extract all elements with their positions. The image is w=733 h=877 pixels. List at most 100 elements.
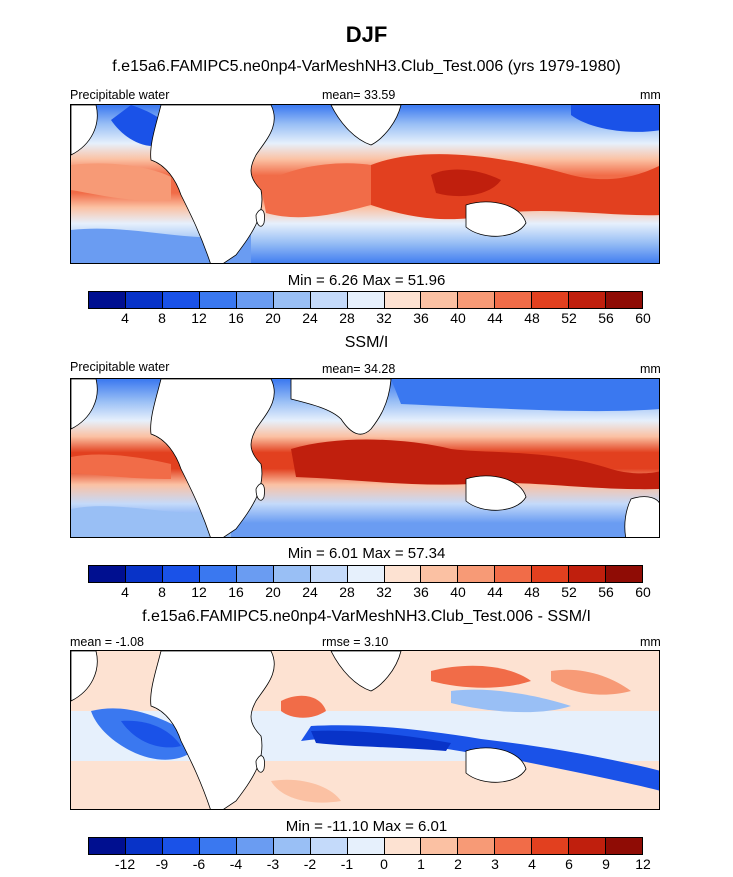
tick-label: 12: [635, 856, 651, 872]
tick-label: 24: [302, 584, 318, 600]
panel1-minmax: Min = 6.26 Max = 51.96: [287, 272, 446, 289]
swatch: [606, 292, 643, 308]
panel2-left-label: Precipitable water: [70, 360, 170, 374]
tick-label: 9: [602, 856, 610, 872]
tick-label: 12: [191, 584, 207, 600]
tick-label: 6: [565, 856, 573, 872]
swatch: [162, 566, 200, 582]
colorbar-3: [88, 837, 643, 855]
tick-label: -6: [192, 856, 206, 872]
swatch: [606, 838, 643, 854]
panel1-right-label: mm: [640, 88, 661, 102]
swatch: [569, 566, 607, 582]
tick-label: 52: [561, 584, 577, 600]
tick-label: -9: [155, 856, 169, 872]
panel1-left-label: Precipitable water: [70, 88, 170, 102]
tick-label: 44: [487, 310, 503, 326]
panel2-map: [70, 378, 660, 538]
panel3-minmax: Min = -11.10 Max = 6.01: [285, 818, 448, 835]
tick-label: 48: [524, 310, 540, 326]
panel3-heading: f.e15a6.FAMIPC5.ne0np4-VarMeshNH3.Club_T…: [142, 608, 591, 625]
panel3-right-label: mm: [640, 635, 661, 649]
panel2-center-label: mean= 34.28: [322, 362, 396, 376]
tick-label: 16: [228, 310, 244, 326]
tick-label: 52: [561, 310, 577, 326]
swatch: [347, 566, 385, 582]
swatch: [458, 838, 496, 854]
tick-label: 60: [635, 584, 651, 600]
tick-label: -1: [340, 856, 354, 872]
swatch: [569, 838, 607, 854]
figure-title: DJF: [345, 22, 388, 47]
swatch: [569, 292, 607, 308]
swatch: [89, 566, 126, 582]
tick-label: 32: [376, 310, 392, 326]
swatch: [384, 292, 422, 308]
colorbar-2-ticks: 4 8 12 16 20 24 28 32 36 40 44 48 52 56 …: [88, 584, 651, 602]
swatch: [532, 838, 570, 854]
tick-label: 2: [454, 856, 462, 872]
panel2-heading: SSM/I: [344, 334, 389, 351]
tick-label: 56: [598, 584, 614, 600]
tick-label: 4: [121, 584, 129, 600]
swatch: [310, 292, 348, 308]
panel1-heading: f.e15a6.FAMIPC5.ne0np4-VarMeshNH3.Club_T…: [112, 58, 621, 75]
swatch: [421, 566, 459, 582]
swatch: [384, 566, 422, 582]
swatch: [384, 838, 422, 854]
swatch: [310, 838, 348, 854]
swatch: [532, 292, 570, 308]
tick-label: 20: [265, 584, 281, 600]
swatch: [347, 838, 385, 854]
swatch: [458, 292, 496, 308]
colorbar-1-ticks: 4 8 12 16 20 24 28 32 36 40 44 48 52 56 …: [88, 310, 651, 328]
swatch: [236, 566, 274, 582]
swatch: [495, 292, 533, 308]
swatch: [458, 566, 496, 582]
panel3-map: [70, 650, 660, 810]
swatch: [310, 566, 348, 582]
swatch: [347, 292, 385, 308]
swatch: [125, 838, 163, 854]
tick-label: 8: [158, 310, 166, 326]
tick-label: 36: [413, 310, 429, 326]
tick-label: 28: [339, 584, 355, 600]
swatch: [236, 292, 274, 308]
panel3-center-label: rmse = 3.10: [322, 635, 389, 649]
panel1-map: [70, 104, 660, 264]
swatch: [273, 566, 311, 582]
tick-label: 4: [121, 310, 129, 326]
swatch: [89, 292, 126, 308]
swatch: [125, 292, 163, 308]
tick-label: 0: [380, 856, 388, 872]
tick-label: 40: [450, 310, 466, 326]
tick-label: 32: [376, 584, 392, 600]
tick-label: 1: [417, 856, 425, 872]
tick-label: 44: [487, 584, 503, 600]
tick-label: 36: [413, 584, 429, 600]
tick-label: 4: [528, 856, 536, 872]
swatch: [273, 838, 311, 854]
tick-label: 20: [265, 310, 281, 326]
panel3-left-label: mean = -1.08: [70, 635, 145, 649]
swatch: [162, 292, 200, 308]
swatch: [162, 838, 200, 854]
tick-label: -3: [266, 856, 280, 872]
panel1-center-label: mean= 33.59: [322, 88, 396, 102]
tick-label: 8: [158, 584, 166, 600]
swatch: [199, 838, 237, 854]
panel2-minmax: Min = 6.01 Max = 57.34: [287, 545, 446, 562]
swatch: [199, 292, 237, 308]
tick-label: 48: [524, 584, 540, 600]
tick-label: 40: [450, 584, 466, 600]
tick-label: -12: [114, 856, 136, 872]
swatch: [89, 838, 126, 854]
swatch: [236, 838, 274, 854]
swatch: [421, 838, 459, 854]
swatch: [421, 292, 459, 308]
swatch: [532, 566, 570, 582]
colorbar-3-ticks: -12 -9 -6 -4 -3 -2 -1 0 1 2 3 4 6 9 12: [88, 856, 651, 874]
swatch: [606, 566, 643, 582]
tick-label: -2: [303, 856, 317, 872]
tick-label: 60: [635, 310, 651, 326]
